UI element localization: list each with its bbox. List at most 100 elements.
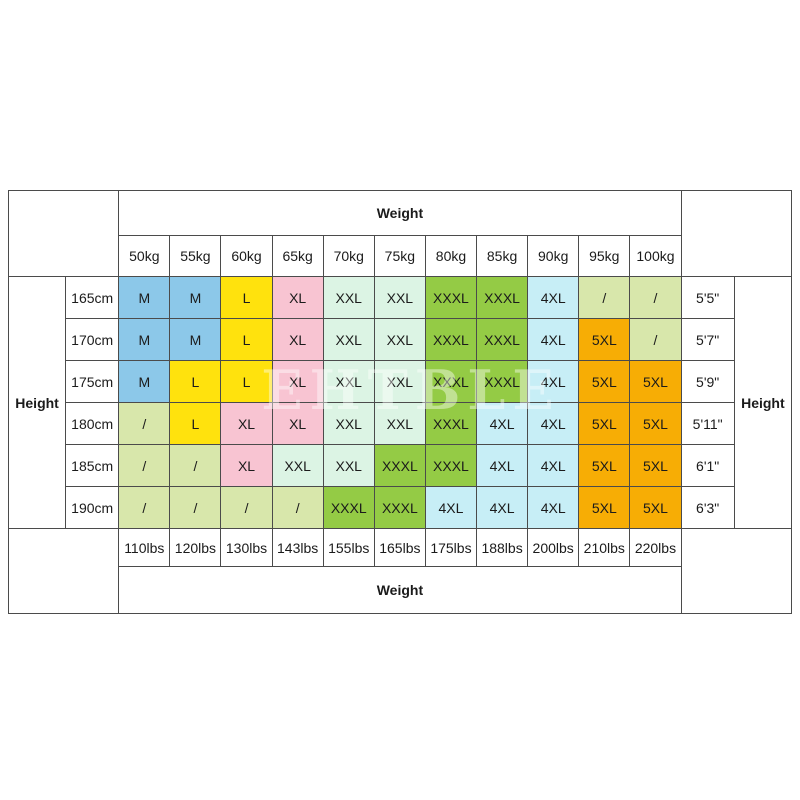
size-cell-r5-c0: / bbox=[118, 486, 171, 529]
height-ft-label-2: 5'9" bbox=[680, 360, 735, 403]
size-cell-r0-c9: / bbox=[578, 276, 631, 319]
size-cell-r0-c3: XL bbox=[271, 276, 324, 319]
height-ft-label-3: 5'11" bbox=[680, 402, 735, 445]
size-cell-r0-c7: XXXL bbox=[476, 276, 529, 319]
kg-label-6: 80kg bbox=[424, 235, 478, 277]
kg-label-0: 50kg bbox=[118, 235, 171, 277]
size-cell-r5-c9: 5XL bbox=[578, 486, 631, 529]
size-cell-r0-c1: M bbox=[169, 276, 222, 319]
size-cell-r3-c9: 5XL bbox=[578, 402, 631, 445]
size-cell-r3-c5: XXL bbox=[373, 402, 426, 445]
height-ft-label-5: 6'3" bbox=[680, 486, 735, 529]
height-header-right: Height bbox=[733, 276, 793, 529]
size-cell-r2-c6: XXXL bbox=[424, 360, 478, 403]
size-cell-r2-c4: XXL bbox=[322, 360, 375, 403]
corner-top-right bbox=[680, 190, 793, 277]
size-cell-r1-c2: L bbox=[220, 318, 273, 361]
lbs-label-8: 200lbs bbox=[527, 528, 580, 567]
kg-label-10: 100kg bbox=[629, 235, 682, 277]
size-cell-r4-c1: / bbox=[169, 444, 222, 487]
size-chart-table: Weight 50kg 55kg 60kg 65kg 70kg 75kg 80kg 85kg 90… bbox=[7, 190, 793, 614]
size-cell-r1-c4: XXL bbox=[322, 318, 375, 361]
kg-label-7: 85kg bbox=[476, 235, 529, 277]
size-cell-r5-c6: 4XL bbox=[424, 486, 478, 529]
size-cell-r1-c3: XL bbox=[271, 318, 324, 361]
size-cell-r5-c7: 4XL bbox=[476, 486, 529, 529]
height-cm-label-1: 170cm bbox=[65, 318, 120, 361]
size-cell-r3-c6: XXXL bbox=[424, 402, 478, 445]
size-cell-r4-c10: 5XL bbox=[629, 444, 682, 487]
lbs-label-2: 130lbs bbox=[220, 528, 273, 567]
size-cell-r5-c10: 5XL bbox=[629, 486, 682, 529]
size-cell-r0-c10: / bbox=[629, 276, 682, 319]
size-cell-r5-c1: / bbox=[169, 486, 222, 529]
size-cell-r3-c1: L bbox=[169, 402, 222, 445]
size-cell-r5-c2: / bbox=[220, 486, 273, 529]
size-cell-r4-c9: 5XL bbox=[578, 444, 631, 487]
size-cell-r2-c7: XXXL bbox=[476, 360, 529, 403]
height-cm-label-5: 190cm bbox=[65, 486, 120, 529]
height-cm-label-0: 165cm bbox=[65, 276, 120, 319]
lbs-label-1: 120lbs bbox=[169, 528, 222, 567]
lbs-label-0: 110lbs bbox=[118, 528, 171, 567]
size-cell-r3-c4: XXL bbox=[322, 402, 375, 445]
size-cell-r2-c3: XL bbox=[271, 360, 324, 403]
kg-label-1: 55kg bbox=[169, 235, 222, 277]
size-cell-r3-c2: XL bbox=[220, 402, 273, 445]
height-header-left: Height bbox=[7, 276, 67, 529]
size-cell-r2-c8: 4XL bbox=[527, 360, 580, 403]
size-cell-r1-c10: / bbox=[629, 318, 682, 361]
lbs-label-9: 210lbs bbox=[578, 528, 631, 567]
lbs-label-10: 220lbs bbox=[629, 528, 682, 567]
lbs-label-3: 143lbs bbox=[271, 528, 324, 567]
size-cell-r3-c10: 5XL bbox=[629, 402, 682, 445]
size-cell-r5-c5: XXXL bbox=[373, 486, 426, 529]
size-cell-r4-c8: 4XL bbox=[527, 444, 580, 487]
size-cell-r3-c7: 4XL bbox=[476, 402, 529, 445]
size-chart-body: Weight 50kg 55kg 60kg 65kg 70kg 75kg 80kg 85kg 90… bbox=[7, 190, 793, 614]
size-cell-r2-c5: XXL bbox=[373, 360, 426, 403]
size-cell-r4-c6: XXXL bbox=[424, 444, 478, 487]
weight-header-top: Weight bbox=[118, 190, 682, 236]
size-cell-r1-c5: XXL bbox=[373, 318, 426, 361]
size-cell-r2-c10: 5XL bbox=[629, 360, 682, 403]
size-cell-r0-c4: XXL bbox=[322, 276, 375, 319]
size-cell-r0-c5: XXL bbox=[373, 276, 426, 319]
size-cell-r5-c8: 4XL bbox=[527, 486, 580, 529]
size-cell-r0-c2: L bbox=[220, 276, 273, 319]
kg-label-5: 75kg bbox=[373, 235, 426, 277]
size-cell-r1-c8: 4XL bbox=[527, 318, 580, 361]
size-cell-r2-c1: L bbox=[169, 360, 222, 403]
kg-label-9: 95kg bbox=[578, 235, 631, 277]
size-cell-r0-c6: XXXL bbox=[424, 276, 478, 319]
weight-header-bottom: Weight bbox=[118, 566, 682, 614]
size-cell-r3-c8: 4XL bbox=[527, 402, 580, 445]
size-cell-r3-c3: XL bbox=[271, 402, 324, 445]
size-cell-r1-c6: XXXL bbox=[424, 318, 478, 361]
corner-bottom-left bbox=[7, 528, 120, 614]
size-cell-r4-c4: XXL bbox=[322, 444, 375, 487]
size-cell-r1-c0: M bbox=[118, 318, 171, 361]
size-cell-r4-c5: XXXL bbox=[373, 444, 426, 487]
height-cm-label-4: 185cm bbox=[65, 444, 120, 487]
size-cell-r2-c9: 5XL bbox=[578, 360, 631, 403]
lbs-label-7: 188lbs bbox=[476, 528, 529, 567]
size-cell-r0-c8: 4XL bbox=[527, 276, 580, 319]
kg-label-3: 65kg bbox=[271, 235, 324, 277]
lbs-label-6: 175lbs bbox=[424, 528, 478, 567]
height-ft-label-4: 6'1" bbox=[680, 444, 735, 487]
size-cell-r1-c7: XXXL bbox=[476, 318, 529, 361]
corner-top-left bbox=[7, 190, 120, 277]
size-cell-r2-c0: M bbox=[118, 360, 171, 403]
size-cell-r4-c7: 4XL bbox=[476, 444, 529, 487]
corner-bottom-right bbox=[680, 528, 793, 614]
kg-label-2: 60kg bbox=[220, 235, 273, 277]
size-cell-r5-c3: / bbox=[271, 486, 324, 529]
height-cm-label-2: 175cm bbox=[65, 360, 120, 403]
size-cell-r5-c4: XXXL bbox=[322, 486, 375, 529]
kg-label-8: 90kg bbox=[527, 235, 580, 277]
height-ft-label-0: 5'5" bbox=[680, 276, 735, 319]
size-cell-r1-c9: 5XL bbox=[578, 318, 631, 361]
lbs-label-4: 155lbs bbox=[322, 528, 375, 567]
